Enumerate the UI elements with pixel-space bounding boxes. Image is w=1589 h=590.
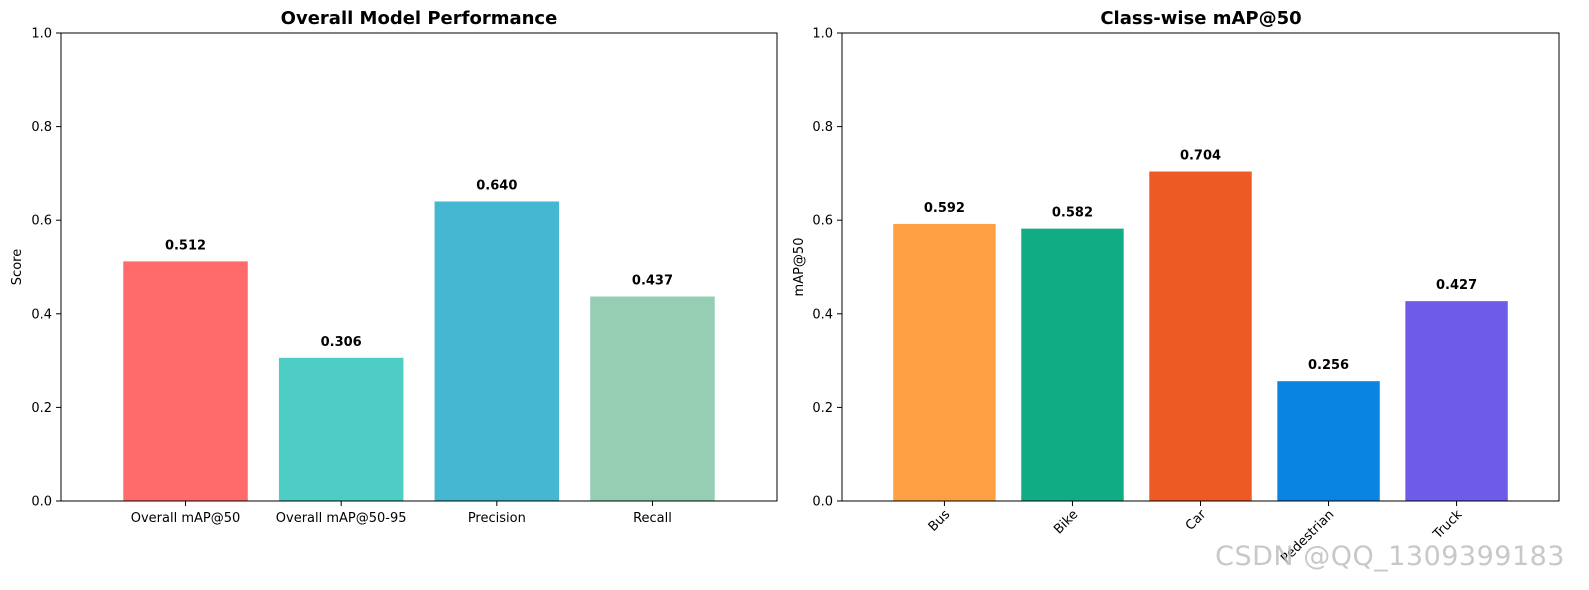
y-axis-label: mAP@50 xyxy=(792,238,807,297)
watermark: CSDN @QQ_1309399183 xyxy=(1215,541,1565,572)
bar xyxy=(1021,228,1124,501)
y-tick-label: 1.0 xyxy=(812,27,833,42)
bar-value-label: 0.437 xyxy=(632,273,673,288)
x-tick-label: Recall xyxy=(633,511,672,526)
bar-value-label: 0.256 xyxy=(1308,358,1349,373)
y-tick-label: 0.4 xyxy=(31,307,52,322)
x-tick-label: Overall mAP@50-95 xyxy=(276,511,407,526)
bar xyxy=(1149,171,1252,501)
y-tick-label: 0.6 xyxy=(812,214,833,229)
bar-value-label: 0.582 xyxy=(1052,206,1093,221)
bar xyxy=(434,201,560,502)
x-tick-label: Overall mAP@50 xyxy=(131,511,241,526)
y-tick-label: 0.6 xyxy=(31,214,52,229)
overall-performance-chart: Overall Model Performance Score 0.0 0.2 0.… xyxy=(10,8,778,526)
chart-title: Class-wise mAP@50 xyxy=(1100,8,1301,29)
y-tick-label: 0.0 xyxy=(31,495,52,510)
bar xyxy=(123,261,248,501)
bar-value-label: 0.427 xyxy=(1436,278,1477,293)
y-tick-label: 0.0 xyxy=(812,495,833,510)
bar-value-label: 0.306 xyxy=(321,335,362,350)
bar xyxy=(893,223,996,501)
x-tick-label: Truck xyxy=(1430,507,1466,543)
bar-value-label: 0.592 xyxy=(924,201,965,216)
bar-value-label: 0.704 xyxy=(1180,149,1221,164)
x-tick-label: Bus xyxy=(926,507,954,535)
y-tick-label: 0.4 xyxy=(812,307,833,322)
bar xyxy=(1405,301,1508,501)
chart-title: Overall Model Performance xyxy=(281,8,558,29)
y-tick-label: 0.8 xyxy=(31,120,52,135)
y-tick-label: 1.0 xyxy=(31,27,52,42)
bar-value-label: 0.640 xyxy=(476,178,517,193)
y-tick-label: 0.2 xyxy=(812,401,833,416)
class-wise-map-chart: Class-wise mAP@50 mAP@50 0.0 0.2 0.4 0.6 0.8… xyxy=(792,8,1560,566)
x-tick-label: Car xyxy=(1183,507,1210,534)
y-axis-label: Score xyxy=(10,249,25,285)
x-tick-label: Precision xyxy=(468,511,526,526)
bar xyxy=(278,357,404,501)
y-tick-label: 0.2 xyxy=(31,401,52,416)
bar-value-label: 0.512 xyxy=(165,238,206,253)
y-tick-label: 0.8 xyxy=(812,120,833,135)
plot-frame xyxy=(60,32,778,502)
x-tick-label: Bike xyxy=(1051,507,1081,537)
bar xyxy=(1277,381,1380,501)
bar xyxy=(590,296,715,501)
